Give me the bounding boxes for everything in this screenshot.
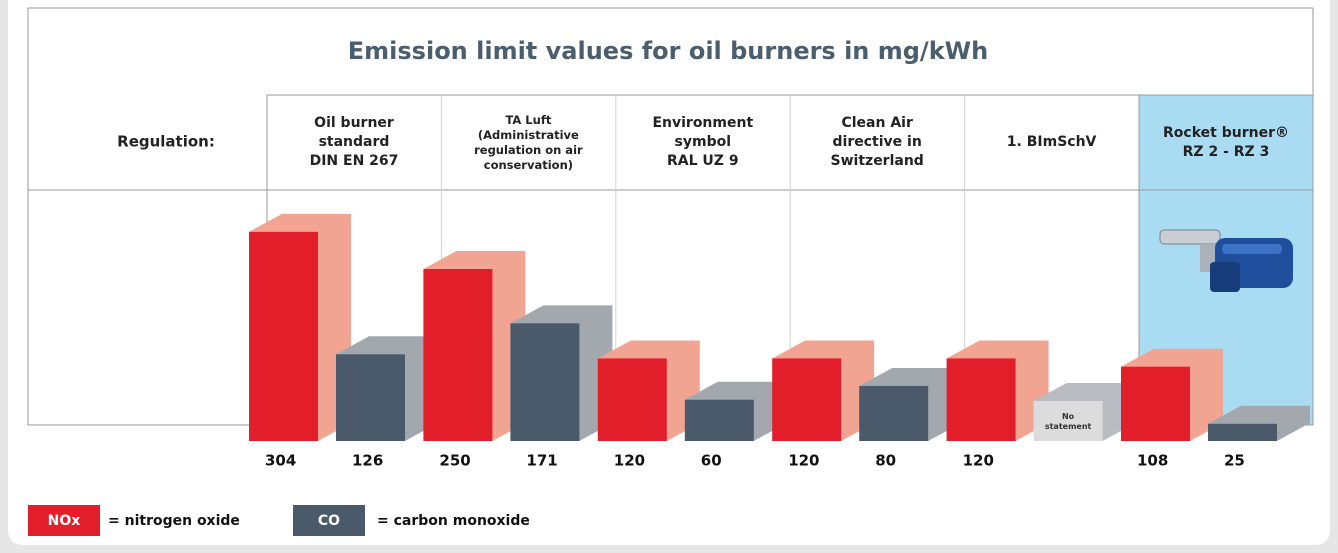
bar <box>510 305 612 441</box>
bar <box>598 340 700 441</box>
value-label: 304 <box>265 452 296 470</box>
bar <box>423 251 525 441</box>
bar-front <box>685 400 754 441</box>
legend-name: CO <box>318 513 340 529</box>
value-label: 120 <box>614 452 645 470</box>
value-label: 108 <box>1137 452 1168 470</box>
bar-front <box>249 232 318 441</box>
value-label: 25 <box>1224 452 1245 470</box>
burner-foot <box>1210 262 1240 292</box>
category-header: TA Luft (Administrative regulation on ai… <box>441 95 615 190</box>
bar <box>685 382 787 441</box>
legend-description: = carbon monoxide <box>377 513 530 529</box>
row-label: Regulation: <box>117 133 215 151</box>
bar <box>947 340 1049 441</box>
bar-front <box>1121 367 1190 441</box>
bar-front <box>859 386 928 441</box>
value-label: 60 <box>701 452 722 470</box>
value-label: 126 <box>352 452 383 470</box>
chart-title: Emission limit values for oil burners in… <box>348 37 988 65</box>
bar-front <box>336 354 405 441</box>
category-header: Rocket burner® RZ 2 - RZ 3 <box>1139 95 1313 190</box>
legend-name: NOx <box>48 513 81 529</box>
bar-front <box>1208 424 1277 441</box>
bar <box>249 214 351 441</box>
bar <box>859 368 961 441</box>
bar-front <box>423 269 492 441</box>
bar <box>336 336 438 441</box>
bar-front <box>598 358 667 441</box>
bar-front <box>772 358 841 441</box>
page: {"chart_data": { "type": "bar3d", "title… <box>0 0 1338 553</box>
value-label: 80 <box>875 452 896 470</box>
chart: Emission limit values for oil burners in… <box>0 0 1338 553</box>
category-header: Environment symbol RAL UZ 9 <box>616 95 790 190</box>
value-label: 120 <box>788 452 819 470</box>
value-label: 120 <box>963 452 994 470</box>
category-header: 1. BImSchV <box>965 95 1139 190</box>
category-header: Oil burner standard DIN EN 267 <box>267 95 441 190</box>
legend-description: = nitrogen oxide <box>108 513 240 529</box>
category-header: Clean Air directive in Switzerland <box>790 95 964 190</box>
value-label: 250 <box>439 452 470 470</box>
bar-front <box>947 358 1016 441</box>
no-value-box <box>1034 383 1136 441</box>
burner-tube <box>1160 230 1220 244</box>
bar <box>772 340 874 441</box>
bar <box>1121 349 1223 441</box>
bar-front <box>510 323 579 441</box>
burner-body <box>1222 244 1282 254</box>
value-label: 171 <box>526 452 557 470</box>
